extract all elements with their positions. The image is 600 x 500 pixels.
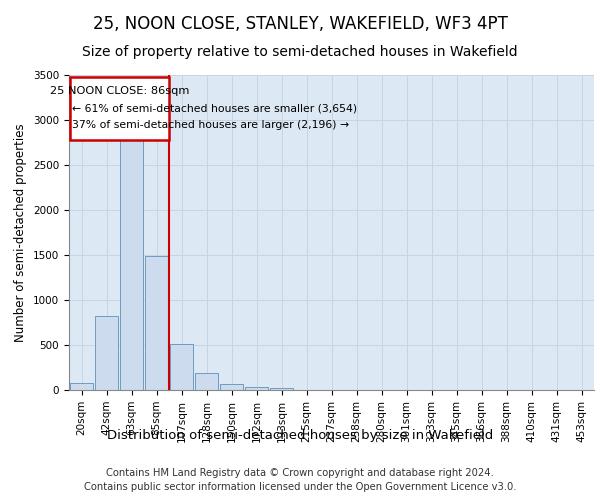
- Text: 25, NOON CLOSE, STANLEY, WAKEFIELD, WF3 4PT: 25, NOON CLOSE, STANLEY, WAKEFIELD, WF3 …: [92, 15, 508, 33]
- Bar: [145, 256, 168, 390]
- Bar: [95, 316, 118, 390]
- Text: 25 NOON CLOSE: 86sqm: 25 NOON CLOSE: 86sqm: [50, 86, 189, 96]
- Text: 37% of semi-detached houses are larger (2,196) →: 37% of semi-detached houses are larger (…: [71, 120, 349, 130]
- Text: ← 61% of semi-detached houses are smaller (3,654): ← 61% of semi-detached houses are smalle…: [71, 104, 356, 114]
- Y-axis label: Number of semi-detached properties: Number of semi-detached properties: [14, 123, 28, 342]
- Bar: [170, 344, 193, 390]
- Bar: [245, 387, 268, 390]
- Bar: [120, 138, 143, 390]
- Text: Distribution of semi-detached houses by size in Wakefield: Distribution of semi-detached houses by …: [107, 430, 493, 442]
- FancyBboxPatch shape: [70, 77, 169, 140]
- Bar: [195, 374, 218, 390]
- Bar: [70, 383, 93, 390]
- Bar: [270, 388, 293, 390]
- Text: Contains HM Land Registry data © Crown copyright and database right 2024.: Contains HM Land Registry data © Crown c…: [106, 468, 494, 477]
- Text: Contains public sector information licensed under the Open Government Licence v3: Contains public sector information licen…: [84, 482, 516, 492]
- Bar: [220, 384, 243, 390]
- Text: Size of property relative to semi-detached houses in Wakefield: Size of property relative to semi-detach…: [82, 45, 518, 59]
